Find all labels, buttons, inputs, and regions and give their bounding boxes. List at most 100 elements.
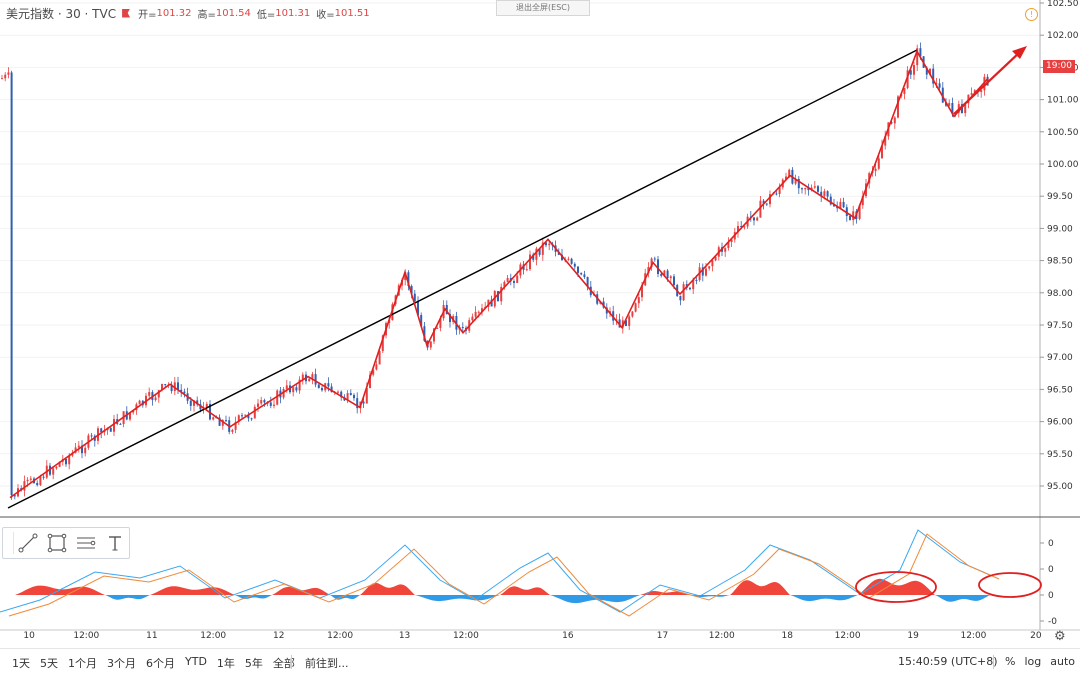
candle-body bbox=[170, 384, 173, 392]
candle-body bbox=[650, 258, 653, 268]
candle-body bbox=[541, 242, 544, 255]
candle-body bbox=[23, 481, 26, 491]
candle-body bbox=[356, 398, 359, 409]
candle-body bbox=[679, 296, 682, 301]
candle-body bbox=[10, 72, 13, 496]
range-button-1[interactable]: 5天 bbox=[40, 657, 58, 670]
candle-body bbox=[730, 239, 733, 243]
date-tick-label: 12 bbox=[272, 631, 285, 641]
candle-body bbox=[199, 404, 202, 410]
macd-histogram bbox=[640, 591, 690, 595]
range-button-2[interactable]: 1个月 bbox=[68, 657, 97, 670]
price-tick-label: 100.00 bbox=[1047, 160, 1079, 170]
candle-body bbox=[913, 65, 915, 75]
date-tick-label: 11 bbox=[146, 631, 158, 641]
candle-body bbox=[663, 270, 666, 276]
candle-body bbox=[231, 429, 234, 432]
candle-body bbox=[586, 277, 589, 287]
candle-body bbox=[212, 417, 215, 420]
candlesticks bbox=[1, 42, 989, 500]
candle-body bbox=[964, 103, 967, 114]
candle-body bbox=[692, 280, 695, 290]
range-button-6[interactable]: 1年 bbox=[216, 657, 235, 670]
trend-line[interactable] bbox=[7, 49, 918, 509]
candle-body bbox=[372, 369, 375, 375]
candle-body bbox=[205, 404, 208, 408]
zigzag-path[interactable] bbox=[9, 49, 989, 499]
range-button-4[interactable]: 6个月 bbox=[146, 657, 175, 670]
arrow-line[interactable] bbox=[953, 51, 1021, 115]
candle-body bbox=[74, 447, 77, 453]
candle-body bbox=[445, 304, 448, 315]
scale-option-0[interactable]: % bbox=[1005, 655, 1016, 668]
candle-body bbox=[625, 320, 627, 326]
candle-body bbox=[285, 385, 288, 390]
trend-line-icon[interactable] bbox=[14, 530, 43, 556]
range-button-0[interactable]: 1天 bbox=[12, 657, 30, 670]
exit-fullscreen-button[interactable]: 退出全屏(ESC) bbox=[496, 0, 590, 16]
candle-body bbox=[42, 476, 45, 478]
date-tick-label: 12:00 bbox=[960, 631, 987, 641]
chart-canvas[interactable]: 102.50102.00101.50101.00100.50100.0099.5… bbox=[0, 0, 1080, 648]
date-tick-label: 17 bbox=[656, 631, 669, 641]
highlight-ellipse[interactable] bbox=[855, 571, 937, 603]
candle-body bbox=[740, 225, 743, 227]
candle-body bbox=[897, 96, 899, 118]
price-tick-label: 97.00 bbox=[1047, 353, 1073, 363]
clock-display[interactable]: 15:40:59 (UTC+8) bbox=[898, 655, 998, 668]
candle-body bbox=[407, 272, 410, 286]
flag-icon[interactable] bbox=[122, 8, 131, 18]
toolbar-grip[interactable] bbox=[5, 532, 14, 554]
candle-body bbox=[689, 287, 691, 290]
candle-body bbox=[538, 248, 541, 255]
text-icon[interactable] bbox=[100, 530, 129, 556]
candle-body bbox=[55, 466, 58, 469]
candle-body bbox=[1, 78, 3, 80]
candle-body bbox=[81, 445, 83, 454]
ellipse-annotations[interactable] bbox=[855, 571, 1042, 603]
date-tick-label: 20 bbox=[1030, 631, 1042, 641]
zigzag-lines[interactable] bbox=[9, 46, 1027, 499]
time-axis[interactable]: 10 12:00 11 12:00 12 12:00 13 12:00 16 17 12:00 18 1… bbox=[0, 630, 1042, 646]
scale-option-1[interactable]: log bbox=[1024, 655, 1042, 668]
candle-body bbox=[756, 217, 759, 221]
candle-body bbox=[919, 48, 922, 57]
candle-body bbox=[769, 194, 771, 205]
close-label: 收= bbox=[316, 9, 335, 21]
candle-body bbox=[938, 83, 941, 88]
candle-body bbox=[429, 341, 432, 348]
candle-body bbox=[817, 186, 819, 192]
range-button-7[interactable]: 5年 bbox=[244, 657, 263, 670]
ascending-trend-line[interactable] bbox=[7, 49, 918, 509]
price-tick-label: 96.50 bbox=[1047, 385, 1073, 395]
candle-body bbox=[4, 74, 7, 79]
candle-body bbox=[647, 267, 650, 274]
warning-icon[interactable]: ! bbox=[1025, 8, 1038, 21]
range-button-8[interactable]: 全部 bbox=[272, 657, 295, 670]
candle-body bbox=[487, 299, 490, 307]
candle-body bbox=[951, 102, 954, 115]
fib-lines-icon[interactable] bbox=[71, 530, 100, 556]
goto-date-button[interactable]: 前往到... bbox=[305, 657, 349, 670]
candle-body bbox=[695, 280, 698, 282]
rectangle-icon[interactable] bbox=[43, 530, 72, 556]
scale-option-2[interactable]: auto bbox=[1050, 655, 1075, 668]
price-tick-label: 98.00 bbox=[1047, 289, 1073, 299]
low-label: 低= bbox=[256, 9, 276, 21]
candle-body bbox=[973, 90, 976, 94]
candle-body bbox=[84, 447, 87, 454]
range-button-5[interactable]: YTD bbox=[185, 655, 207, 668]
range-button-3[interactable]: 3个月 bbox=[107, 657, 136, 670]
candle-body bbox=[980, 90, 983, 93]
candle-body bbox=[807, 187, 810, 191]
candle-body bbox=[119, 423, 122, 425]
highlight-ellipse[interactable] bbox=[978, 572, 1042, 598]
candle-body bbox=[36, 482, 39, 486]
candle-body bbox=[7, 72, 10, 75]
candle-body bbox=[353, 395, 355, 399]
settings-gear-icon[interactable]: ⚙ bbox=[1054, 629, 1066, 644]
candle-body bbox=[845, 207, 848, 217]
low-value: 101.31 bbox=[275, 7, 311, 19]
price-axis[interactable]: 102.50102.00101.50101.00100.50100.0099.5… bbox=[0, 0, 1080, 631]
macd-histogram bbox=[150, 586, 235, 595]
